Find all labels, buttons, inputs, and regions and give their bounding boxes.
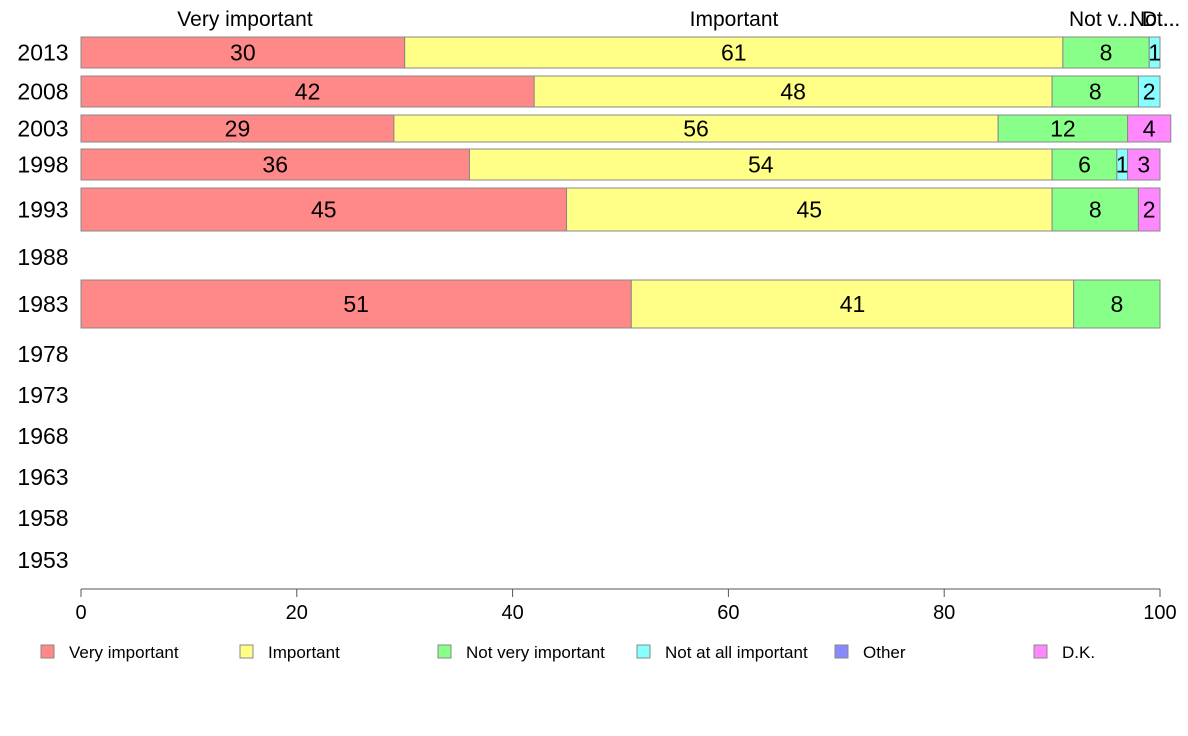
bar-segment [997,114,1129,143]
legend-label: Very important [69,643,179,662]
year-label: 2003 [17,116,68,142]
data-label: 42 [295,79,321,105]
data-label: 1 [1148,40,1161,66]
year-labels: 2013 2008 2003 1998 1993 1988 1983 1978 1973 1968… [17,40,68,574]
bar-segment [404,36,1064,69]
year-label: 1953 [17,547,68,573]
bar-segment [1051,187,1139,232]
legend-swatch [834,644,849,659]
bar-segment [80,75,535,108]
data-label: 2 [1143,197,1156,223]
x-tick-label: 60 [717,602,739,624]
top-label: Not v... [1069,8,1134,31]
top-label: Very important [177,8,313,31]
legend-label: Not very important [466,643,605,662]
year-label: 1988 [17,244,68,270]
data-label: 48 [780,79,806,105]
top-labels: Very important Important Not v...Not...D..… [177,8,1180,31]
bar-segment [80,279,632,329]
data-label: 8 [1089,79,1102,105]
legend-label: Not at all important [665,643,808,662]
bar-segment [630,279,1075,329]
legend-label: Other [863,643,906,662]
year-label: 2008 [17,79,68,105]
bar-segment [80,187,568,232]
bar-segment [1137,187,1161,232]
x-tick-label: 100 [1143,602,1176,624]
bar-segment [80,148,470,181]
year-label: 1978 [17,341,68,367]
legend-swatch [1033,644,1048,659]
bar-segment [1051,148,1118,181]
top-label: D... [1142,8,1175,31]
bar-segment [1148,36,1161,69]
data-label: 54 [748,152,774,178]
legend-swatch [40,644,55,659]
data-label: 56 [683,116,709,142]
data-label: 3 [1137,152,1150,178]
year-label: 1993 [17,197,68,223]
bar-segment [1127,114,1172,143]
data-label: 8 [1110,291,1123,317]
data-label: 1 [1116,152,1129,178]
data-label: 8 [1089,197,1102,223]
data-label: 61 [721,40,747,66]
year-label: 1958 [17,505,68,531]
top-label: Important [690,8,779,31]
data-label: 2 [1143,79,1156,105]
top-label: Not... [1130,8,1180,31]
year-label: 1973 [17,382,68,408]
data-label: 51 [343,291,369,317]
bar-segment [80,114,395,143]
year-label: 1998 [17,152,68,178]
legend-swatch [636,644,651,659]
x-axis: 0 20 40 60 80 100 [75,588,1177,624]
year-label: 1968 [17,423,68,449]
x-tick-label: 0 [75,602,86,624]
bar-segment [1073,279,1161,329]
data-label: 4 [1143,116,1156,142]
year-label: 1963 [17,464,68,490]
legend: Very important Important Not very importan… [40,643,1095,662]
legend-swatch [437,644,452,659]
bar-segment [1137,75,1161,108]
data-label: 6 [1078,152,1091,178]
x-tick-label: 80 [933,602,955,624]
data-label: 8 [1100,40,1113,66]
legend-label: Important [268,643,340,662]
x-tick-label: 20 [286,602,308,624]
bars: 30 61 8 142 48 8 229 56 12 436 54 6 1 345 45 8 251 41 8 [80,36,1172,329]
legend-swatch [239,644,254,659]
bar-segment [1127,148,1161,181]
data-label: 36 [262,152,288,178]
data-label: 12 [1050,116,1076,142]
data-label: 45 [797,197,823,223]
year-label: 2013 [17,40,68,66]
data-label: 30 [230,40,256,66]
x-tick-label: 40 [501,602,523,624]
year-label: 1983 [17,291,68,317]
data-label: 45 [311,197,337,223]
bar-segment [533,75,1053,108]
bar-segment [468,148,1053,181]
data-label: 29 [225,116,251,142]
data-label: 41 [840,291,866,317]
bar-segment [566,187,1053,232]
legend-label: D.K. [1062,643,1095,662]
bar-segment [1051,75,1139,108]
bar-segment [393,114,999,143]
